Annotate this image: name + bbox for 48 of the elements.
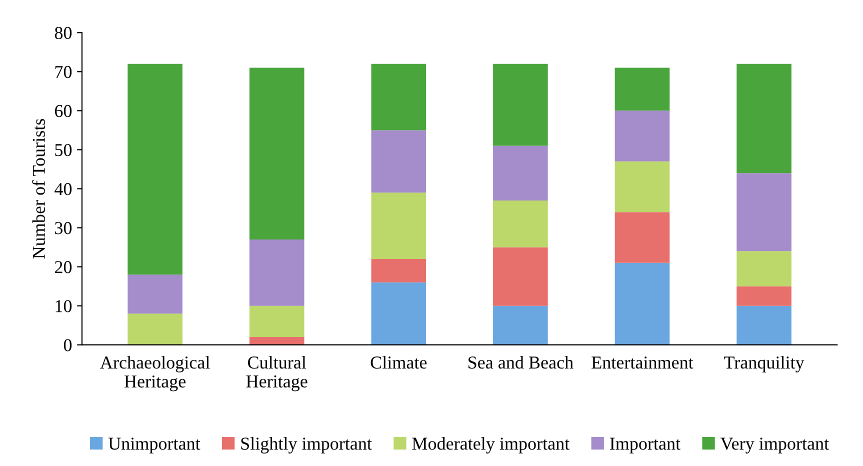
bar — [128, 64, 182, 275]
bar — [736, 251, 792, 286]
x-tick-label: Sea and Beach — [468, 356, 574, 369]
bar — [371, 192, 426, 259]
bar — [493, 64, 548, 146]
x-tick-label: Archaeological Heritage — [100, 356, 210, 392]
bar — [249, 239, 304, 306]
bar — [614, 262, 670, 345]
bar — [128, 274, 182, 314]
bar — [371, 64, 426, 130]
bar — [736, 306, 792, 345]
y-tick-label: 20 — [55, 261, 72, 274]
y-tick-label: 80 — [54, 26, 72, 40]
legend-label: Moderately important — [412, 437, 570, 454]
bar — [249, 337, 304, 345]
bar — [493, 247, 548, 306]
legend-label: Very important — [720, 438, 829, 454]
bar — [371, 282, 426, 345]
legend-label: Slightly important — [241, 437, 372, 454]
bar — [736, 286, 792, 306]
bar — [249, 306, 304, 338]
y-tick-label: 10 — [56, 300, 72, 312]
bar — [493, 200, 548, 248]
bar — [493, 306, 548, 345]
y-tick-label: 60 — [54, 104, 72, 118]
x-tick-label: Climate — [370, 356, 427, 369]
bar — [736, 64, 792, 174]
bar — [371, 258, 426, 282]
x-tick-label: Entertainment — [592, 356, 694, 369]
bar — [614, 161, 670, 212]
bar — [614, 68, 670, 111]
x-tick-label: Cultural Heritage — [246, 356, 308, 392]
x-tick-label: Tranquility — [724, 356, 804, 372]
bar — [249, 68, 304, 240]
bar — [371, 130, 426, 193]
bar — [128, 314, 182, 345]
y-tick-label: 0 — [64, 339, 72, 352]
y-tick-label: 70 — [55, 66, 72, 78]
bar — [493, 146, 548, 200]
bar — [614, 110, 670, 162]
y-tick-label: 40 — [54, 182, 72, 196]
legend-label: Unimportant — [108, 438, 200, 454]
bar — [614, 212, 670, 263]
bar — [736, 173, 792, 252]
y-tick-label: 50 — [55, 144, 72, 156]
y-tick-label: 30 — [55, 222, 72, 234]
y-axis-title: Number of Tourists — [32, 118, 45, 259]
legend-label: Important — [610, 438, 680, 454]
